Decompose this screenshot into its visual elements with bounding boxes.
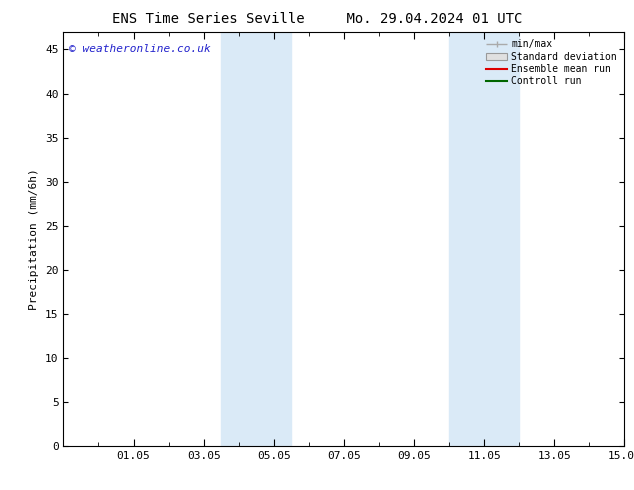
Text: © weatheronline.co.uk: © weatheronline.co.uk [69, 44, 210, 54]
Y-axis label: Precipitation (mm/6h): Precipitation (mm/6h) [30, 168, 39, 310]
Legend: min/max, Standard deviation, Ensemble mean run, Controll run: min/max, Standard deviation, Ensemble me… [484, 37, 619, 88]
Bar [449, 32, 519, 446]
Bar [221, 32, 292, 446]
Text: ENS Time Series Seville     Mo. 29.04.2024 01 UTC: ENS Time Series Seville Mo. 29.04.2024 0… [112, 12, 522, 26]
